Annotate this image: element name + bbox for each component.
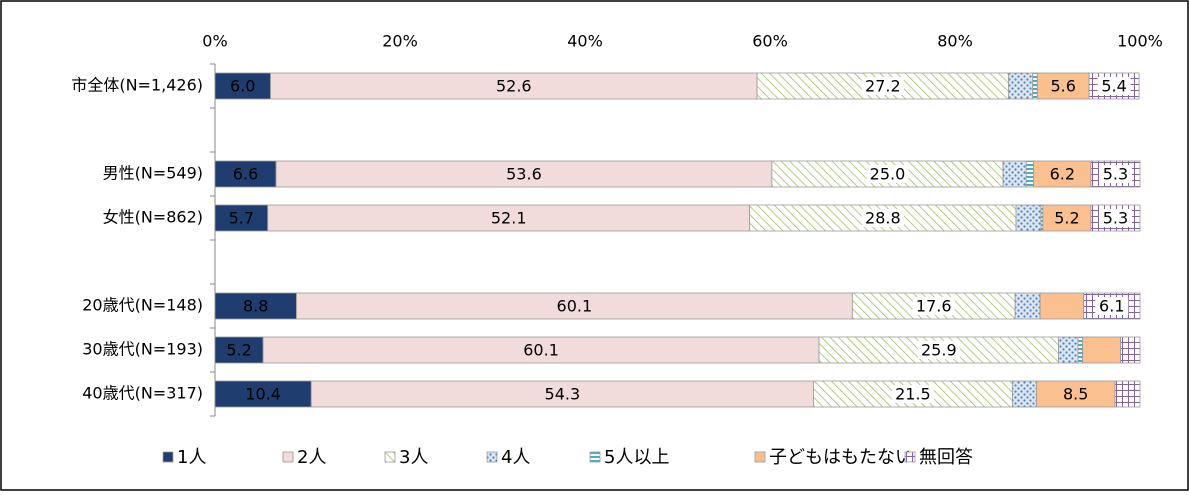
bar-segment: [214, 204, 269, 232]
y-tick-label: 市全体(N=1,426): [71, 76, 203, 95]
legend-label: 2人: [297, 447, 326, 468]
bar-segment: [1015, 204, 1042, 232]
label-bg: [861, 77, 904, 95]
data-label: 5.7: [229, 209, 254, 228]
legend-swatch: [282, 451, 294, 463]
data-label: 25.0: [870, 165, 906, 184]
data-label: 6.0: [230, 77, 255, 96]
bar-segment: [267, 204, 751, 232]
y-tick-label: 20歳代(N=148): [82, 296, 203, 315]
data-label: 60.1: [523, 341, 559, 360]
bar-segment: [1014, 292, 1041, 320]
label-bg: [1095, 297, 1129, 315]
legend-label: 1人: [177, 447, 206, 468]
data-label: 5.3: [1103, 165, 1128, 184]
label-bg: [861, 209, 904, 227]
data-label: 21.5: [895, 385, 931, 404]
data-label: 5.2: [1054, 209, 1079, 228]
y-tick-label: 男性(N=549): [103, 164, 203, 183]
bar-segment: [1032, 72, 1038, 100]
legend-swatch: [754, 451, 766, 463]
data-label: 8.8: [243, 297, 268, 316]
bar-segment: [1036, 380, 1116, 408]
legend-label: 子どもはもたない: [769, 447, 913, 468]
bar-segment: [1120, 336, 1141, 364]
data-label: 5.4: [1101, 77, 1126, 96]
bar-segment: [1002, 160, 1027, 188]
legend-swatch: [162, 451, 174, 463]
label-bg: [891, 385, 934, 403]
label-bg: [1097, 77, 1131, 95]
bar-segment: [295, 292, 853, 320]
bar-segment: [1114, 380, 1141, 408]
data-label: 10.4: [245, 385, 281, 404]
label-bg: [866, 165, 909, 183]
data-label: 5.2: [226, 341, 251, 360]
bar-segment: [1011, 380, 1037, 408]
bar-segment: [214, 160, 277, 188]
data-label: 17.6: [916, 297, 952, 316]
x-tick-label: 100%: [1117, 32, 1163, 51]
y-tick-label: 女性(N=862): [103, 208, 203, 227]
data-label: 60.1: [557, 297, 593, 316]
data-label: 53.6: [506, 165, 542, 184]
legend-swatch: [384, 451, 396, 463]
data-label: 28.8: [865, 209, 901, 228]
legend-label: 無回答: [919, 447, 973, 468]
bar-segment: [1008, 72, 1034, 100]
data-label: 54.3: [545, 385, 581, 404]
bar-segment: [214, 380, 312, 408]
bar-segment: [270, 72, 758, 100]
bar-segment: [214, 336, 264, 364]
bar-segment: [1025, 160, 1035, 188]
bar-segment: [1082, 336, 1121, 364]
bar-segment: [310, 380, 814, 408]
legend-label: 5人以上: [604, 447, 669, 468]
data-label: 5.3: [1103, 209, 1128, 228]
label-bg: [917, 341, 960, 359]
data-label: 5.6: [1050, 77, 1075, 96]
legend-swatch: [486, 451, 498, 463]
bar-segment: [1039, 292, 1084, 320]
label-bg: [1098, 165, 1132, 183]
label-bg: [1098, 209, 1132, 227]
data-label: 52.1: [491, 209, 527, 228]
bar-segment: [1058, 336, 1079, 364]
data-label: 6.6: [233, 165, 258, 184]
bar-segment: [214, 292, 297, 320]
bar-segment: [1077, 336, 1084, 364]
x-tick-label: 60%: [752, 32, 788, 51]
bar-segment: [214, 72, 271, 100]
data-label: 6.1: [1099, 297, 1124, 316]
legend-swatch: [904, 451, 916, 463]
legend-label: 3人: [399, 447, 428, 468]
label-bg: [912, 297, 955, 315]
x-tick-label: 40%: [567, 32, 603, 51]
x-tick-label: 20%: [382, 32, 418, 51]
x-tick-label: 0%: [202, 32, 227, 51]
data-label: 8.5: [1063, 385, 1088, 404]
data-label: 52.6: [496, 77, 532, 96]
bar-segment: [275, 160, 773, 188]
data-label: 25.9: [921, 341, 957, 360]
y-tick-label: 30歳代(N=193): [82, 340, 203, 359]
legend-label: 4人: [501, 447, 530, 468]
data-label: 6.2: [1050, 165, 1075, 184]
x-tick-label: 80%: [937, 32, 973, 51]
legend-swatch: [589, 451, 601, 463]
data-label: 27.2: [865, 77, 901, 96]
y-tick-label: 40歳代(N=317): [82, 384, 203, 403]
